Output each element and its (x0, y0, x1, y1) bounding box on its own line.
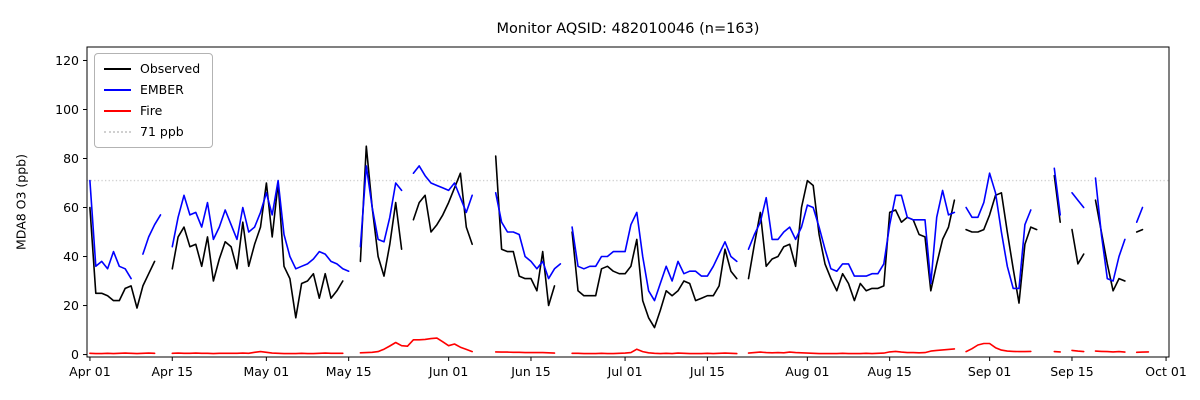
legend-item-ember: EMBER (104, 83, 200, 97)
series-line-observed (1071, 228, 1085, 265)
x-tick-label: Jul 15 (689, 364, 725, 379)
x-tick-label: Sep 15 (1050, 364, 1093, 379)
series-line-fire (1094, 350, 1126, 353)
x-tick-label: May 15 (326, 364, 372, 379)
series-line-ember (571, 211, 738, 302)
y-tick-label: 120 (55, 53, 79, 68)
series-line-observed (1053, 174, 1061, 223)
y-tick-label: 60 (63, 200, 79, 215)
series-line-fire (171, 350, 344, 355)
y-tick-label: 40 (63, 249, 79, 264)
axes-frame (86, 46, 1170, 358)
legend-label: Fire (140, 103, 163, 118)
legend-item-fire: Fire (104, 104, 200, 118)
series-line-observed (494, 155, 556, 307)
series-line-ember (359, 165, 403, 248)
chart-title: Monitor AQSID: 482010046 (n=163) (496, 21, 760, 37)
y-tick-label: 80 (63, 151, 79, 166)
legend-item-71-ppb: 71 ppb (104, 125, 200, 139)
series-line-ember (89, 179, 132, 280)
x-tick-label: Jun 15 (510, 364, 550, 379)
x-tick-label: Aug 01 (785, 364, 829, 379)
series-line-ember (171, 179, 350, 273)
series-line-ember (747, 189, 956, 285)
series-line-observed (359, 145, 403, 277)
legend-label: Observed (140, 61, 201, 76)
series-line-ember (412, 165, 474, 214)
series-line-fire (571, 348, 738, 355)
x-tick-label: Apr 15 (152, 364, 194, 379)
series-line-ember (1094, 177, 1126, 282)
x-tick-label: Jun 01 (428, 364, 468, 379)
series-line-observed (965, 192, 1038, 304)
series-line-ember (1053, 167, 1061, 216)
legend-item-observed: Observed (104, 62, 200, 76)
legend: Observed EMBER Fire 71 ppb (94, 53, 214, 148)
x-tick-label: Jul 01 (607, 364, 643, 379)
x-tick-label: Aug 15 (868, 364, 912, 379)
series-line-observed (571, 231, 738, 329)
series-line-ember (142, 214, 162, 255)
y-tick-label: 0 (71, 347, 79, 362)
series-line-ember (965, 172, 1032, 290)
series-line-fire (965, 342, 1032, 353)
series-line-fire (747, 348, 956, 355)
series-line-fire (1071, 349, 1085, 353)
legend-line-sample (104, 68, 131, 70)
legend-line-sample (104, 89, 131, 91)
series-line-fire (89, 352, 156, 355)
x-tick-label: Apr 01 (69, 364, 111, 379)
series-line-ember (1071, 192, 1085, 209)
series-line-ember (1135, 206, 1144, 223)
y-tick-label: 100 (55, 102, 79, 117)
x-tick-label: May 01 (243, 364, 289, 379)
x-tick-label: Sep 01 (968, 364, 1011, 379)
series-line-observed (89, 206, 156, 309)
series-line-fire (359, 337, 474, 354)
legend-label: EMBER (140, 82, 184, 97)
series-line-fire (494, 351, 556, 354)
series-line-observed (747, 179, 956, 302)
series-line-observed (171, 182, 344, 319)
series-line-ember (494, 192, 562, 280)
y-axis-label: MDA8 O3 (ppb) (13, 154, 29, 250)
series-line-observed (412, 172, 474, 246)
series-line-observed (1135, 228, 1144, 233)
x-tick-label: Oct 01 (1145, 364, 1187, 379)
legend-line-sample (104, 131, 131, 133)
legend-label: 71 ppb (140, 124, 184, 139)
legend-line-sample (104, 110, 131, 112)
y-tick-label: 20 (63, 298, 79, 313)
